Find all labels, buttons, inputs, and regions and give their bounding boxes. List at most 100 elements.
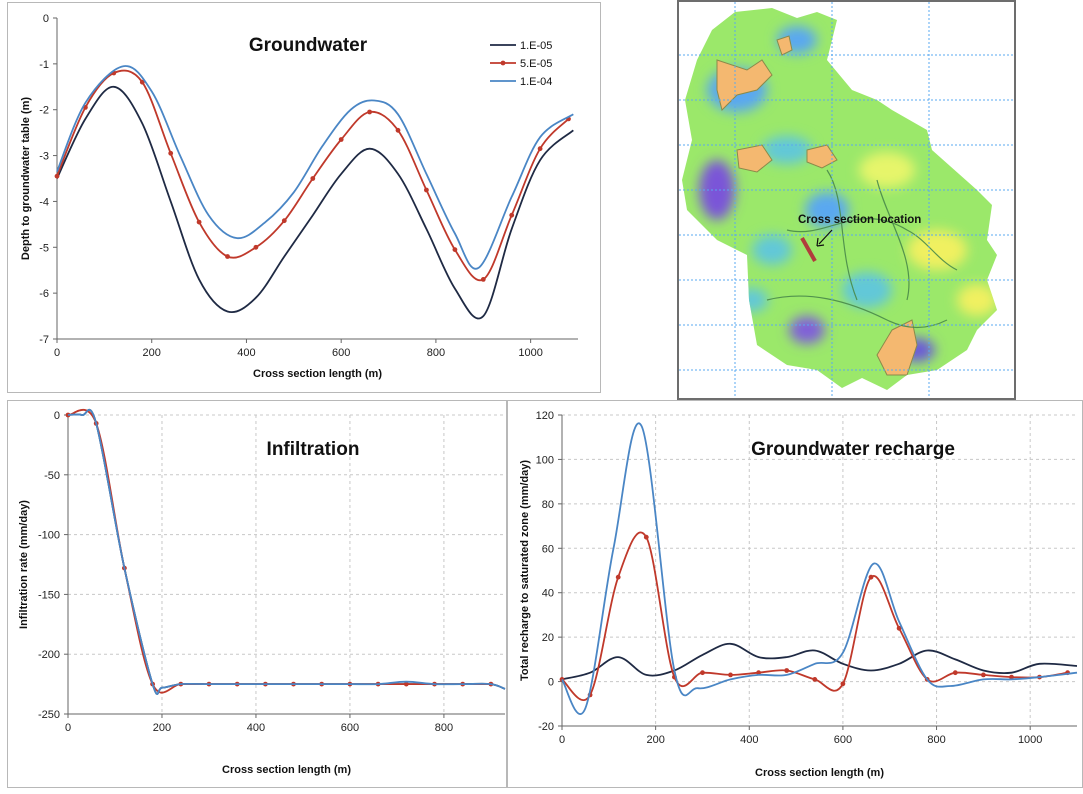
x-tick-label: 200 (143, 347, 161, 359)
x-axis-label: Cross section length (m) (755, 767, 884, 779)
y-tick-label: 60 (542, 543, 554, 555)
data-point (65, 412, 71, 418)
y-tick-label: -4 (39, 196, 49, 208)
series-line (67, 409, 506, 695)
series-line (561, 422, 1078, 715)
data-point (952, 670, 958, 676)
y-tick-label: -250 (38, 709, 60, 721)
y-tick-label: 120 (536, 410, 554, 422)
y-tick-label: 20 (542, 632, 554, 644)
series-line (56, 69, 570, 282)
data-point (54, 173, 60, 179)
series-1.E-04 (56, 65, 574, 270)
data-point (981, 672, 986, 678)
data-point (840, 681, 846, 687)
y-tick-label: -2 (39, 105, 49, 117)
y-tick-label: -200 (38, 649, 60, 661)
x-tick-label: 1000 (518, 347, 542, 359)
y-tick-label: -3 (39, 151, 49, 163)
data-point (310, 176, 316, 181)
y-tick-label: 0 (54, 410, 60, 422)
x-tick-label: 600 (332, 347, 350, 359)
y-tick-label: -1 (39, 59, 49, 71)
cross-section-arrow (816, 229, 833, 247)
data-point (139, 79, 145, 85)
recharge-chart-panel: 120 100 80 60 40 20 0 -20 0 200 400 600 800 1000 Cross… (507, 400, 1083, 788)
x-tick-label: 400 (740, 734, 758, 746)
series-1.E-05 (56, 85, 574, 320)
x-tick-label: 400 (247, 722, 265, 734)
x-tick-label: 1000 (1018, 734, 1042, 746)
data-point (403, 681, 409, 687)
data-point (700, 670, 705, 676)
chart-title: Infiltration (267, 439, 360, 460)
data-point (509, 212, 515, 218)
x-tick-label: 800 (435, 722, 453, 734)
y-axis-label: Total recharge to saturated zone (mm/day… (519, 460, 531, 681)
series-1.E-04 (561, 422, 1078, 715)
map-grid (679, 2, 1015, 398)
x-tick-label: 0 (559, 734, 565, 746)
y-tick-label: 100 (536, 454, 554, 466)
data-point (756, 670, 761, 676)
groundwater-chart-panel: 0 -1 -2 -3 -4 -5 -6 -7 0 200 400 600 800 1000 Cross se… (7, 2, 601, 393)
x-tick-label: 200 (153, 722, 171, 734)
y-tick-label: 0 (43, 13, 49, 25)
series-line (561, 531, 1068, 701)
x-tick-label: 600 (341, 722, 359, 734)
groundwater-chart: 0 -1 -2 -3 -4 -5 -6 -7 0 200 400 600 800 1000 Cross se… (20, 13, 578, 380)
legend-label: 5.E-05 (520, 58, 552, 70)
y-tick-label: -150 (38, 589, 60, 601)
data-point (643, 534, 649, 540)
y-tick-label: 80 (542, 499, 554, 511)
x-tick-label: 200 (646, 734, 664, 746)
data-point (812, 677, 818, 682)
legend-label: 1.E-05 (520, 40, 552, 52)
y-tick-label: 40 (542, 588, 554, 600)
y-tick-label: -7 (39, 334, 49, 346)
series-1.E-05 (561, 642, 1078, 681)
data-point (281, 218, 287, 224)
data-point (728, 672, 733, 678)
data-point (896, 625, 902, 631)
cross-section-line (800, 237, 817, 262)
data-point (784, 668, 790, 673)
data-point (395, 127, 401, 133)
data-point (196, 219, 202, 225)
data-point (338, 137, 344, 142)
y-axis-label: Depth to groundwater table (m) (20, 97, 32, 261)
x-tick-label: 0 (65, 722, 71, 734)
map-panel: Cross section location (677, 0, 1017, 400)
data-point (424, 187, 429, 193)
data-point (452, 247, 458, 253)
data-point (168, 150, 174, 156)
chart-title: Groundwater (249, 35, 368, 56)
data-point (367, 109, 372, 115)
x-tick-label: 400 (237, 347, 255, 359)
x-axis-label: Cross section length (m) (222, 764, 351, 776)
data-point (868, 574, 874, 580)
data-point (225, 254, 230, 259)
data-point (480, 277, 486, 282)
x-tick-label: 800 (427, 347, 445, 359)
series-5.E-05 (559, 531, 1070, 701)
y-axis-label: Infiltration rate (mm/day) (18, 500, 30, 629)
series-line (56, 65, 574, 270)
infiltration-chart-panel: 0 -50 -100 -150 -200 -250 0 200 400 600 800 Cross s… (7, 400, 507, 788)
data-point (1009, 674, 1014, 680)
x-axis-label: Cross section length (m) (253, 368, 382, 380)
legend-label: 1.E-04 (520, 76, 552, 88)
y-tick-label: -6 (39, 288, 49, 300)
data-point (537, 146, 543, 152)
series-line (561, 642, 1078, 681)
infiltration-chart: 0 -50 -100 -150 -200 -250 0 200 400 600 800 Cross s… (18, 409, 506, 776)
series-1.E-04 (67, 409, 506, 695)
x-tick-label: 600 (834, 734, 852, 746)
legend-marker (500, 60, 506, 66)
y-tick-label: -5 (39, 242, 49, 254)
y-tick-label: -20 (538, 721, 554, 733)
series-line (56, 85, 574, 320)
y-tick-label: -50 (44, 470, 60, 482)
chart-title: Groundwater recharge (751, 439, 955, 460)
y-tick-label: -100 (38, 530, 60, 542)
